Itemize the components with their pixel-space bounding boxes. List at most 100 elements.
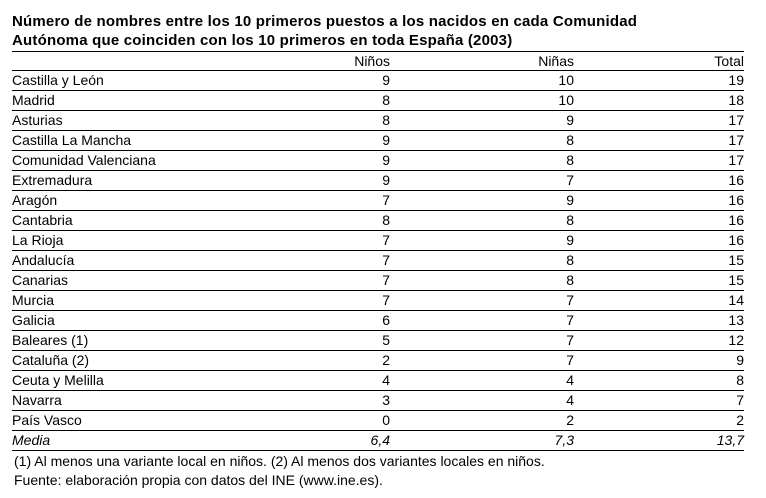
cell-ninas: 9 — [390, 230, 574, 251]
table-row: País Vasco 0 2 2 — [12, 410, 744, 431]
source-text: Fuente: elaboración propia con datos del… — [14, 472, 383, 488]
table-row: Asturias 8 9 17 — [12, 110, 744, 131]
cell-ninos: 9 — [270, 130, 390, 151]
cell-region: Media — [12, 430, 270, 451]
cell-total: 16 — [574, 190, 744, 211]
cell-ninos: 4 — [270, 370, 390, 391]
header-region — [12, 51, 270, 71]
table-row: Murcia 7 7 14 — [12, 290, 744, 311]
cell-region: Canarias — [12, 270, 270, 291]
cell-total: 14 — [574, 290, 744, 311]
cell-ninas: 7,3 — [390, 430, 574, 451]
cell-region: Galicia — [12, 310, 270, 331]
table-row: Cantabria 8 8 16 — [12, 210, 744, 231]
cell-ninas: 7 — [390, 350, 574, 371]
cell-ninas: 7 — [390, 330, 574, 351]
cell-region: Navarra — [12, 390, 270, 411]
cell-ninos: 7 — [270, 290, 390, 311]
cell-total: 2 — [574, 410, 744, 431]
cell-ninas: 10 — [390, 90, 574, 111]
cell-region: Madrid — [12, 90, 270, 111]
cell-total: 16 — [574, 170, 744, 191]
table-title: Número de nombres entre los 10 primeros … — [12, 12, 744, 50]
cell-ninas: 2 — [390, 410, 574, 431]
cell-ninos: 8 — [270, 110, 390, 131]
cell-region: Castilla La Mancha — [12, 130, 270, 151]
cell-region: Cantabria — [12, 210, 270, 231]
footnote-text: (1) Al menos una variante local en niños… — [14, 453, 545, 469]
table-body: Castilla y León 9 10 19 Madrid 8 10 18 Asturias 8… — [12, 70, 744, 451]
document-page: Número de nombres entre los 10 primeros … — [12, 12, 744, 490]
table-row: Navarra 3 4 7 — [12, 390, 744, 411]
cell-ninas: 7 — [390, 170, 574, 191]
cell-region: País Vasco — [12, 410, 270, 431]
cell-ninas: 8 — [390, 210, 574, 231]
header-ninos: Niños — [270, 51, 390, 71]
table-row: Madrid 8 10 18 — [12, 90, 744, 111]
cell-total: 7 — [574, 390, 744, 411]
cell-region: Castilla y León — [12, 70, 270, 91]
cell-ninos: 9 — [270, 70, 390, 91]
cell-ninos: 8 — [270, 210, 390, 231]
cell-ninas: 4 — [390, 390, 574, 411]
cell-ninos: 7 — [270, 250, 390, 271]
table-row: Cataluña (2) 2 7 9 — [12, 350, 744, 371]
cell-region: Aragón — [12, 190, 270, 211]
table-row: Andalucía 7 8 15 — [12, 250, 744, 271]
cell-ninos: 7 — [270, 230, 390, 251]
cell-region: Comunidad Valenciana — [12, 150, 270, 171]
cell-region: Extremadura — [12, 170, 270, 191]
header-ninas: Niñas — [390, 51, 574, 71]
cell-region: Andalucía — [12, 250, 270, 271]
cell-ninos: 6 — [270, 310, 390, 331]
cell-ninos: 7 — [270, 190, 390, 211]
cell-ninos: 9 — [270, 150, 390, 171]
table-row: Castilla y León 9 10 19 — [12, 70, 744, 91]
title-line-2: Autónoma que coinciden con los 10 primer… — [12, 32, 513, 49]
header-row: Niños Niñas Total — [12, 51, 744, 71]
cell-ninos: 2 — [270, 350, 390, 371]
header-total: Total — [574, 51, 744, 71]
table-row: Baleares (1) 5 7 12 — [12, 330, 744, 351]
cell-region: Cataluña (2) — [12, 350, 270, 371]
footnotes: (1) Al menos una variante local en niños… — [12, 452, 744, 490]
title-line-1: Número de nombres entre los 10 primeros … — [12, 13, 638, 30]
cell-region: Murcia — [12, 290, 270, 311]
cell-ninas: 7 — [390, 310, 574, 331]
cell-total: 18 — [574, 90, 744, 111]
cell-ninos: 9 — [270, 170, 390, 191]
cell-ninos: 7 — [270, 270, 390, 291]
table-row: Extremadura 9 7 16 — [12, 170, 744, 191]
cell-ninos: 0 — [270, 410, 390, 431]
cell-total: 19 — [574, 70, 744, 91]
cell-ninas: 8 — [390, 270, 574, 291]
cell-total: 12 — [574, 330, 744, 351]
cell-ninas: 8 — [390, 150, 574, 171]
cell-total: 15 — [574, 270, 744, 291]
cell-ninos: 8 — [270, 90, 390, 111]
cell-region: Asturias — [12, 110, 270, 131]
cell-total: 16 — [574, 210, 744, 231]
table-row: Aragón 7 9 16 — [12, 190, 744, 211]
cell-region: Ceuta y Melilla — [12, 370, 270, 391]
cell-total: 17 — [574, 110, 744, 131]
cell-ninos: 6,4 — [270, 430, 390, 451]
cell-ninos: 3 — [270, 390, 390, 411]
table-row: Castilla La Mancha 9 8 17 — [12, 130, 744, 151]
cell-total: 16 — [574, 230, 744, 251]
cell-total: 17 — [574, 130, 744, 151]
cell-total: 13 — [574, 310, 744, 331]
cell-total: 15 — [574, 250, 744, 271]
table-row: Comunidad Valenciana 9 8 17 — [12, 150, 744, 171]
cell-ninas: 9 — [390, 190, 574, 211]
cell-ninas: 10 — [390, 70, 574, 91]
cell-ninas: 9 — [390, 110, 574, 131]
cell-total: 8 — [574, 370, 744, 391]
table-row: Canarias 7 8 15 — [12, 270, 744, 291]
cell-ninas: 8 — [390, 130, 574, 151]
cell-ninos: 5 — [270, 330, 390, 351]
cell-total: 13,7 — [574, 430, 744, 451]
cell-ninas: 7 — [390, 290, 574, 311]
cell-region: La Rioja — [12, 230, 270, 251]
table-row: Ceuta y Melilla 4 4 8 — [12, 370, 744, 391]
